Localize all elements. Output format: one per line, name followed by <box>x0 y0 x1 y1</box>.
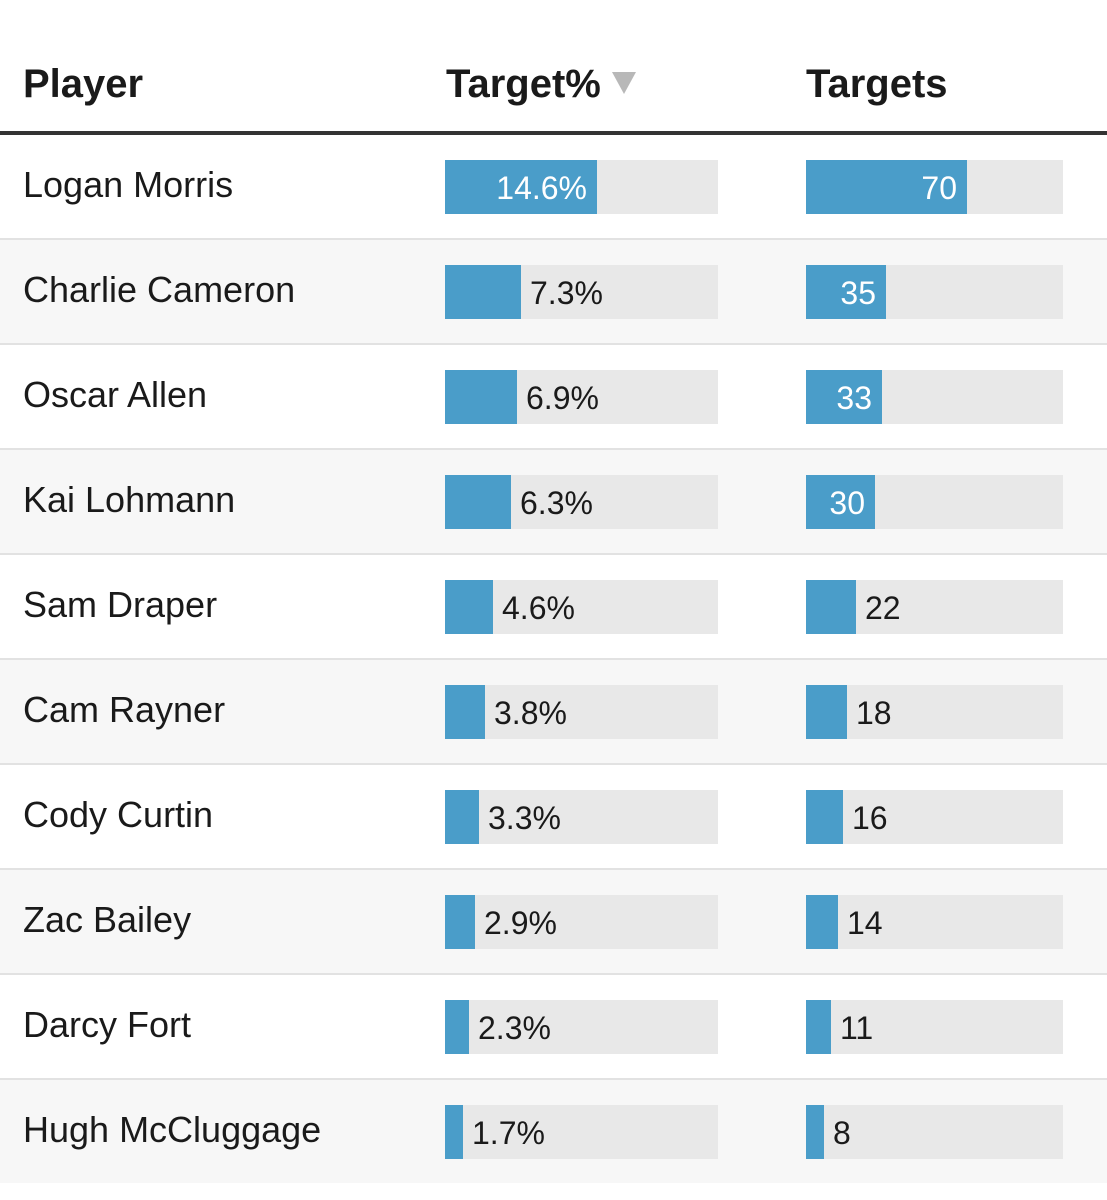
target-pct-bar <box>445 265 521 319</box>
target-pct-bar <box>445 475 511 529</box>
table-row: Logan Morris 14.6% 70 <box>0 135 1107 240</box>
sort-descending-icon[interactable] <box>612 72 636 94</box>
player-name: Sam Draper <box>23 584 218 625</box>
target-pct-label: 6.9% <box>526 380 599 416</box>
targets-bar-track: 70 <box>806 160 1063 214</box>
target-pct-bar <box>445 685 485 739</box>
column-header-targets[interactable]: Targets <box>806 62 948 106</box>
targets-label: 8 <box>833 1115 851 1151</box>
targets-label: 18 <box>856 695 892 731</box>
target-pct-bar-track: 7.3% <box>445 265 718 319</box>
player-name: Charlie Cameron <box>23 269 296 310</box>
target-pct-bar <box>445 370 517 424</box>
targets-bar <box>806 265 886 319</box>
target-pct-bar <box>445 790 479 844</box>
table-row: Charlie Cameron 7.3% 35 <box>0 240 1107 345</box>
player-name: Oscar Allen <box>23 374 208 415</box>
table-row: Cody Curtin 3.3% 16 <box>0 765 1107 870</box>
targets-bar-track: 22 <box>806 580 1063 634</box>
target-pct-label: 3.3% <box>488 800 561 836</box>
target-pct-bar-track: 2.9% <box>445 895 718 949</box>
targets-bar <box>806 1000 831 1054</box>
column-header-player[interactable]: Player <box>23 62 144 106</box>
targets-label: 22 <box>865 590 901 626</box>
targets-bar-track: 35 <box>806 265 1063 319</box>
target-pct-bar-track: 1.7% <box>445 1105 718 1159</box>
targets-label: 16 <box>852 800 888 836</box>
player-name: Zac Bailey <box>23 899 192 940</box>
target-pct-bar-track: 3.3% <box>445 790 718 844</box>
player-name: Hugh McCluggage <box>23 1109 322 1150</box>
target-pct-bar <box>445 580 493 634</box>
targets-label: 70 <box>921 170 957 206</box>
targets-bar <box>806 370 882 424</box>
target-pct-bar <box>445 1000 469 1054</box>
targets-bar <box>806 685 847 739</box>
targets-bar <box>806 790 843 844</box>
target-pct-bar-track: 2.3% <box>445 1000 718 1054</box>
target-pct-label: 3.8% <box>494 695 567 731</box>
table-row: Zac Bailey 2.9% 14 <box>0 870 1107 975</box>
targets-bar-track: 16 <box>806 790 1063 844</box>
column-header-target-pct[interactable]: Target% <box>446 62 601 106</box>
targets-bar <box>806 580 856 634</box>
target-pct-bar <box>445 895 475 949</box>
table-row: Cam Rayner 3.8% 18 <box>0 660 1107 765</box>
player-name: Logan Morris <box>23 164 234 205</box>
table-row: Darcy Fort 2.3% 11 <box>0 975 1107 1080</box>
targets-label: 33 <box>836 380 872 416</box>
target-pct-label: 4.6% <box>502 590 575 626</box>
target-pct-bar <box>445 160 597 214</box>
target-pct-bar-track: 6.9% <box>445 370 718 424</box>
targets-bar-track: 8 <box>806 1105 1063 1159</box>
targets-label: 11 <box>840 1010 874 1046</box>
table-row: Sam Draper 4.6% 22 <box>0 555 1107 660</box>
target-pct-bar-track: 14.6% <box>445 160 718 214</box>
target-pct-label: 7.3% <box>530 275 603 311</box>
table-body: Logan Morris 14.6% 70 Charlie Cameron 7.3% 35… <box>0 135 1107 1183</box>
targets-bar-track: 11 <box>806 1000 1063 1054</box>
targets-bar <box>806 1105 824 1159</box>
targets-bar <box>806 160 967 214</box>
targets-bar <box>806 475 875 529</box>
target-pct-label: 2.9% <box>484 905 557 941</box>
player-name: Darcy Fort <box>23 1004 192 1045</box>
targets-label: 14 <box>847 905 883 941</box>
targets-label: 30 <box>829 485 865 521</box>
table-row: Hugh McCluggage 1.7% 8 <box>0 1080 1107 1183</box>
targets-label: 35 <box>840 275 876 311</box>
target-pct-label: 2.3% <box>478 1010 551 1046</box>
player-name: Kai Lohmann <box>23 479 236 520</box>
targets-bar-track: 14 <box>806 895 1063 949</box>
target-pct-bar-track: 3.8% <box>445 685 718 739</box>
target-pct-label: 6.3% <box>520 485 593 521</box>
targets-bar-track: 18 <box>806 685 1063 739</box>
targets-bar-track: 33 <box>806 370 1063 424</box>
target-pct-bar-track: 4.6% <box>445 580 718 634</box>
player-name: Cody Curtin <box>23 794 214 835</box>
table-row: Oscar Allen 6.9% 33 <box>0 345 1107 450</box>
targets-bar-track: 30 <box>806 475 1063 529</box>
target-pct-bar <box>445 1105 463 1159</box>
target-pct-label: 14.6% <box>496 170 587 206</box>
player-name: Cam Rayner <box>23 689 226 730</box>
targets-bar <box>806 895 838 949</box>
table-header: Player Target% Targets <box>0 0 1107 135</box>
table-row: Kai Lohmann 6.3% 30 <box>0 450 1107 555</box>
target-pct-label: 1.7% <box>472 1115 545 1151</box>
target-pct-bar-track: 6.3% <box>445 475 718 529</box>
